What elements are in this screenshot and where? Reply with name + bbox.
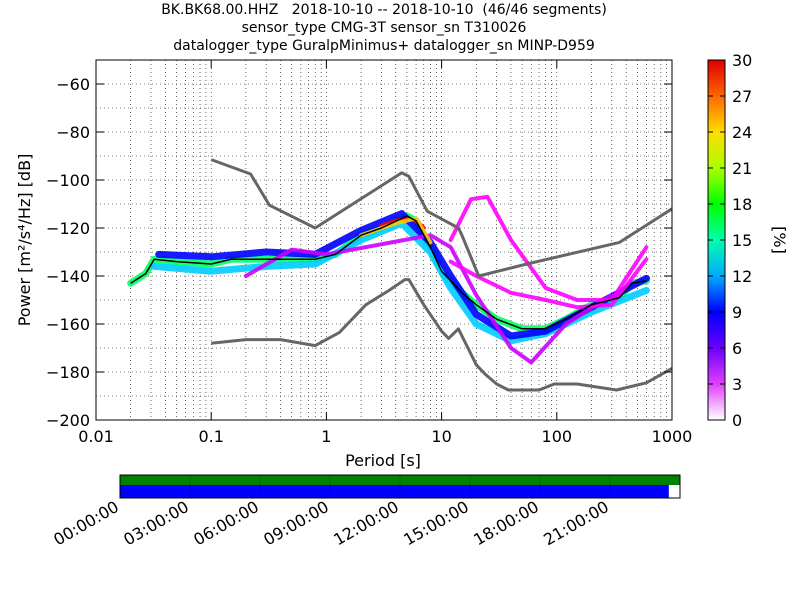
- chart-title-line-3: datalogger_type GuralpMinimus+ datalogge…: [173, 38, 595, 54]
- colorbar-tick-label: 0: [732, 411, 742, 430]
- density-band: [243, 233, 614, 365]
- y-tick-label: −180: [46, 363, 90, 382]
- timeline-coverage-top: [120, 475, 680, 485]
- colorbar-tick-label: 24: [732, 123, 752, 142]
- timeline-tick-label: 00:00:00: [50, 497, 122, 549]
- density-band: [448, 257, 649, 310]
- chart-title-line-1: BK.BK68.00.HHZ 2018-10-10 -- 2018-10-10 …: [161, 2, 607, 18]
- x-tick-label: 1: [321, 427, 331, 446]
- timeline-frame: [119, 474, 681, 499]
- psd-density: [127, 194, 650, 365]
- colorbar-tick-label: 9: [732, 303, 742, 322]
- y-tick-label: −140: [46, 267, 90, 286]
- x-axis-label: Period [s]: [345, 451, 421, 470]
- x-tick-label: 0.1: [198, 427, 223, 446]
- colorbar-tick-label: 12: [732, 267, 752, 286]
- timeline-tick-label: 09:00:00: [260, 497, 332, 549]
- y-tick-label: −120: [46, 219, 90, 238]
- x-tick-label: 100: [542, 427, 573, 446]
- x-tick-label: 10: [431, 427, 451, 446]
- psd-lines: [130, 158, 672, 392]
- timeline-tick-label: 03:00:00: [120, 497, 192, 549]
- y-tick-label: −200: [46, 411, 90, 430]
- colorbar-tick-label: 18: [732, 195, 752, 214]
- plot-frame: [95, 59, 673, 421]
- colorbar-tick-label: 6: [732, 339, 742, 358]
- x-tick-label: 0.01: [78, 427, 114, 446]
- colorbar-tick-label: 15: [732, 231, 752, 250]
- timeline-tick-label: 18:00:00: [470, 497, 542, 549]
- y-tick-label: −100: [46, 171, 90, 190]
- colorbar-tick-label: 3: [732, 375, 742, 394]
- y-axis-label: Power [m²/s⁴/Hz] [dB]: [15, 154, 34, 327]
- chart-title-line-2: sensor_type CMG-3T sensor_sn T310026: [241, 20, 527, 36]
- timeline-tick-label: 15:00:00: [400, 497, 472, 549]
- mean-psd-line: [130, 215, 647, 330]
- timeline-tick-label: 21:00:00: [540, 497, 612, 549]
- colorbar-tick-label: 30: [732, 51, 752, 70]
- y-tick-label: −60: [56, 75, 90, 94]
- timeline: 00:00:0003:00:0006:00:0009:00:0012:00:00…: [50, 474, 681, 549]
- y-tick-label: −160: [46, 315, 90, 334]
- colorbar-tick-label: 27: [732, 87, 752, 106]
- colorbar-tick-label: 21: [732, 159, 752, 178]
- timeline-tick-label: 12:00:00: [330, 497, 402, 549]
- timeline-tick-label: 06:00:00: [190, 497, 262, 549]
- y-tick-label: −80: [56, 123, 90, 142]
- axes: 0.01 0.1 1 10 100 1000 −60 −80 −100 −120 −140 −160 −…: [46, 60, 692, 446]
- density-band: [448, 194, 649, 302]
- x-tick-label: 1000: [652, 427, 693, 446]
- timeline-coverage-bottom: [120, 485, 669, 498]
- grid: [95, 59, 672, 421]
- nhnm-line: [210, 158, 672, 278]
- colorbar-label: [%]: [770, 226, 789, 254]
- colorbar-ticks: 0 3 6 9 12 15 18 21 24 27 30: [708, 51, 752, 430]
- nlnm-line: [211, 278, 672, 392]
